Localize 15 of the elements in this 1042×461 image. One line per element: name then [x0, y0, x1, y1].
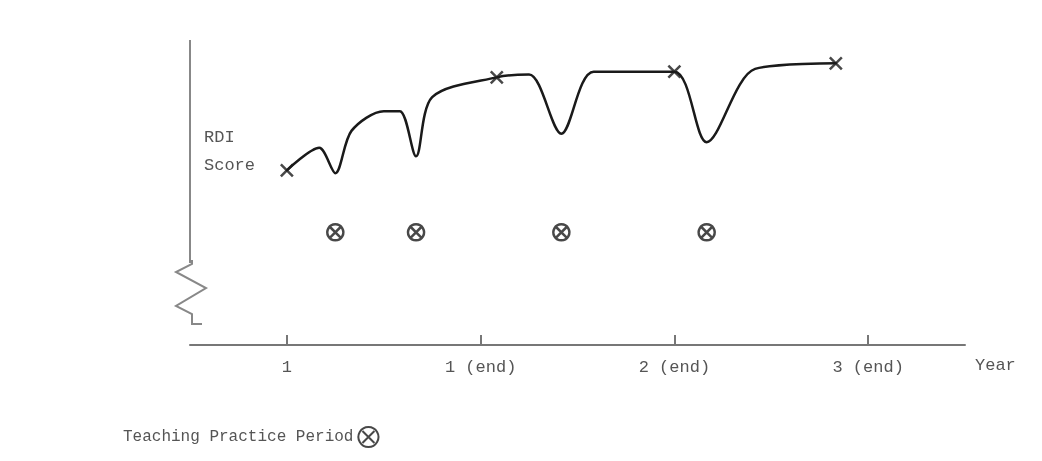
x-tick-label: 3 (end) — [832, 358, 904, 377]
point — [828, 56, 844, 71]
point — [326, 223, 345, 242]
x-tick-label: 2 (end) — [638, 358, 711, 377]
point — [279, 163, 295, 178]
point — [406, 223, 426, 242]
legend-label: Teaching Practice Period — [123, 428, 354, 446]
x-tick-label: 1 (end) — [444, 358, 517, 377]
point — [697, 223, 716, 242]
x-tick-label: 1 — [281, 358, 292, 377]
point — [489, 70, 505, 85]
point — [552, 223, 571, 242]
x-axis-title: Year — [975, 356, 1016, 375]
y-axis-title: RDI Score — [204, 127, 256, 175]
point — [667, 64, 682, 79]
